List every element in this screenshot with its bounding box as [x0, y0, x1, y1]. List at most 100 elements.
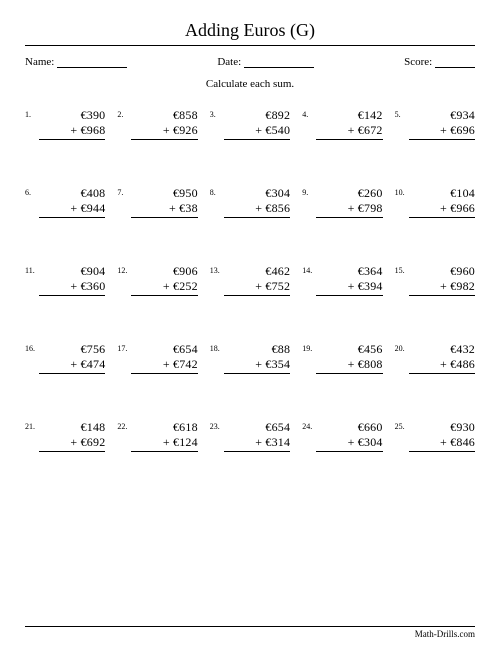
title-rule: [25, 45, 475, 46]
addend-top: €432: [409, 342, 475, 357]
problem: 22.€618+ €124: [117, 420, 197, 452]
problem-number: 13.: [210, 264, 224, 275]
problem-number: 17.: [117, 342, 131, 353]
problem-body: €304+ €856: [224, 186, 290, 218]
addend-bottom: + €798: [316, 201, 382, 218]
problem-number: 15.: [395, 264, 409, 275]
addend-bottom: + €982: [409, 279, 475, 296]
addend-top: €104: [409, 186, 475, 201]
problem-body: €858+ €926: [131, 108, 197, 140]
addend-top: €892: [224, 108, 290, 123]
addend-top: €408: [39, 186, 105, 201]
date-blank: [244, 57, 314, 68]
addend-bottom: + €752: [224, 279, 290, 296]
date-field: Date:: [217, 56, 314, 68]
problem-number: 8.: [210, 186, 224, 197]
problem-body: €432+ €486: [409, 342, 475, 374]
problem-number: 22.: [117, 420, 131, 431]
problem-number: 6.: [25, 186, 39, 197]
problem-number: 14.: [302, 264, 316, 275]
addend-bottom: + €966: [409, 201, 475, 218]
addend-top: €390: [39, 108, 105, 123]
addend-top: €462: [224, 264, 290, 279]
problem-number: 21.: [25, 420, 39, 431]
name-blank: [57, 57, 127, 68]
problem-number: 11.: [25, 264, 39, 275]
addend-bottom: + €926: [131, 123, 197, 140]
addend-top: €960: [409, 264, 475, 279]
problem-body: €364+ €394: [316, 264, 382, 296]
addend-bottom: + €968: [39, 123, 105, 140]
problem: 3.€892+ €540: [210, 108, 290, 140]
score-field: Score:: [404, 56, 475, 68]
problem: 11.€904+ €360: [25, 264, 105, 296]
problem: 7.€950+ €38: [117, 186, 197, 218]
addend-top: €930: [409, 420, 475, 435]
addend-bottom: + €846: [409, 435, 475, 452]
addend-bottom: + €696: [409, 123, 475, 140]
problem-body: €654+ €314: [224, 420, 290, 452]
addend-bottom: + €474: [39, 357, 105, 374]
name-field: Name:: [25, 56, 127, 68]
problem: 5.€934+ €696: [395, 108, 475, 140]
problem-number: 20.: [395, 342, 409, 353]
addend-top: €260: [316, 186, 382, 201]
addend-top: €456: [316, 342, 382, 357]
problem-number: 1.: [25, 108, 39, 119]
problem-body: €462+ €752: [224, 264, 290, 296]
problem-body: €618+ €124: [131, 420, 197, 452]
problem: 24.€660+ €304: [302, 420, 382, 452]
problem: 14.€364+ €394: [302, 264, 382, 296]
addend-bottom: + €354: [224, 357, 290, 374]
problem-number: 3.: [210, 108, 224, 119]
problem-number: 9.: [302, 186, 316, 197]
addend-top: €756: [39, 342, 105, 357]
addend-bottom: + €252: [131, 279, 197, 296]
problem-number: 7.: [117, 186, 131, 197]
problem-body: €904+ €360: [39, 264, 105, 296]
addend-top: €618: [131, 420, 197, 435]
problem-body: €104+ €966: [409, 186, 475, 218]
problem: 16.€756+ €474: [25, 342, 105, 374]
addend-bottom: + €486: [409, 357, 475, 374]
problem: 4.€142+ €672: [302, 108, 382, 140]
footer: Math-Drills.com: [25, 626, 475, 639]
addend-bottom: + €540: [224, 123, 290, 140]
problem-number: 2.: [117, 108, 131, 119]
problem-number: 24.: [302, 420, 316, 431]
problem-body: €408+ €944: [39, 186, 105, 218]
instruction: Calculate each sum.: [25, 78, 475, 90]
problem-body: €892+ €540: [224, 108, 290, 140]
addend-bottom: + €742: [131, 357, 197, 374]
addend-bottom: + €692: [39, 435, 105, 452]
addend-top: €950: [131, 186, 197, 201]
addend-top: €660: [316, 420, 382, 435]
problem-body: €456+ €808: [316, 342, 382, 374]
problem-number: 4.: [302, 108, 316, 119]
problem: 10.€104+ €966: [395, 186, 475, 218]
problem: 13.€462+ €752: [210, 264, 290, 296]
problem-body: €654+ €742: [131, 342, 197, 374]
problem-body: €756+ €474: [39, 342, 105, 374]
problem-number: 25.: [395, 420, 409, 431]
problem: 23.€654+ €314: [210, 420, 290, 452]
addend-bottom: + €808: [316, 357, 382, 374]
problem-body: €142+ €672: [316, 108, 382, 140]
problem: 17.€654+ €742: [117, 342, 197, 374]
problem: 8.€304+ €856: [210, 186, 290, 218]
problem-body: €960+ €982: [409, 264, 475, 296]
problem-number: 10.: [395, 186, 409, 197]
addend-bottom: + €672: [316, 123, 382, 140]
problem-number: 16.: [25, 342, 39, 353]
problem: 2.€858+ €926: [117, 108, 197, 140]
addend-top: €88: [224, 342, 290, 357]
problem: 6.€408+ €944: [25, 186, 105, 218]
problem-number: 12.: [117, 264, 131, 275]
problem-body: €260+ €798: [316, 186, 382, 218]
problem-number: 18.: [210, 342, 224, 353]
addend-bottom: + €944: [39, 201, 105, 218]
problem-body: €934+ €696: [409, 108, 475, 140]
problem-body: €930+ €846: [409, 420, 475, 452]
addend-top: €906: [131, 264, 197, 279]
problem-body: €660+ €304: [316, 420, 382, 452]
